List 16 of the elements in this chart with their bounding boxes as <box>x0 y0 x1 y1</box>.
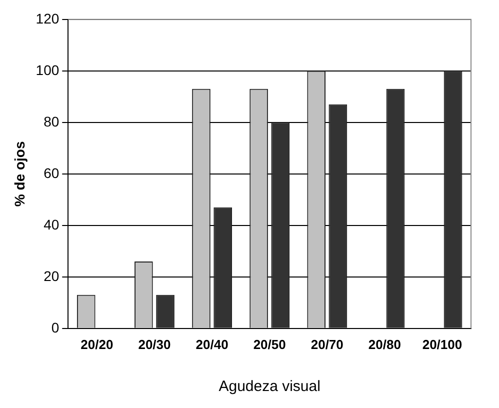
x-tick-label: 20/30 <box>138 336 171 352</box>
y-axis-title: % de ojos <box>11 141 28 207</box>
y-tick-label: 100 <box>36 62 60 78</box>
y-tick-label: 80 <box>44 113 60 130</box>
y-tick-label: 120 <box>36 10 60 26</box>
x-axis-title: Agudeza visual <box>218 378 320 396</box>
y-tick-label: 60 <box>44 164 60 181</box>
x-tick-label: 20/80 <box>368 336 401 352</box>
x-tick-label: 20/70 <box>310 336 344 352</box>
y-tick-label: 40 <box>44 216 60 232</box>
x-tick-label: 20/100 <box>422 336 462 352</box>
x-tick-label: 20/50 <box>253 336 286 352</box>
y-tick-label: 20 <box>44 268 60 284</box>
y-tick-label: 0 <box>51 319 60 336</box>
x-tick-label: 20/20 <box>80 336 114 352</box>
x-tick-label: 20/40 <box>196 336 228 352</box>
